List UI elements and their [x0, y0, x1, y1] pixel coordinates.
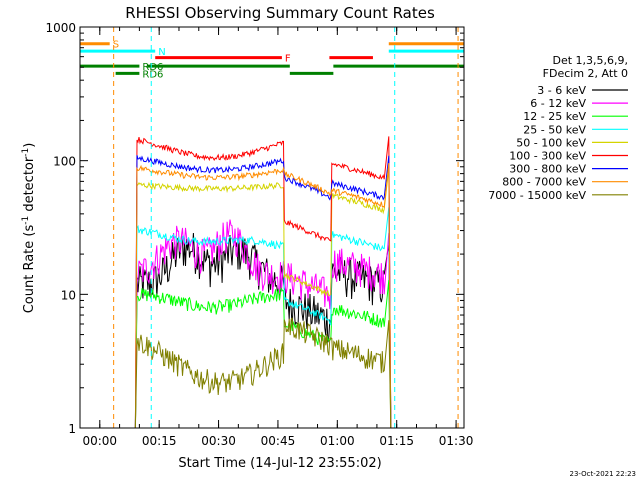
legend-label: 3 - 6 keV	[537, 84, 586, 97]
status-segment-label: RD6	[142, 69, 163, 80]
y-tick-label: 1000	[45, 21, 76, 35]
svg-text:Count Rate (s-1 detector-1): Count Rate (s-1 detector-1)	[21, 143, 37, 314]
x-tick-label: 01:30	[439, 434, 474, 448]
chart-title: RHESSI Observing Summary Count Rates	[125, 4, 435, 22]
status-segment-label: N	[158, 47, 165, 58]
x-tick-label: 00:30	[201, 434, 236, 448]
y-tick-label: 100	[53, 155, 76, 169]
y-tick-label: 10	[61, 288, 76, 302]
x-tick-label: 01:00	[320, 434, 355, 448]
series-line-100-300keV	[134, 136, 392, 429]
legend-header: FDecim 2, Att 0	[543, 67, 628, 80]
series-line-25-50keV	[134, 207, 392, 429]
legend-label: 12 - 25 keV	[523, 110, 586, 123]
plot-area: SNFRD6RD6	[80, 27, 464, 429]
x-tick-label: 01:15	[379, 434, 414, 448]
legend-label: 300 - 800 keV	[509, 163, 586, 176]
status-segment-label: S	[113, 40, 119, 51]
legend-header: Det 1,3,5,6,9,	[552, 54, 628, 67]
legend-label: 50 - 100 keV	[516, 136, 586, 149]
series-line-300-800keV	[134, 155, 392, 429]
series-line-7000-15000keV	[134, 317, 392, 429]
legend-label: 25 - 50 keV	[523, 123, 586, 136]
legend-label: 800 - 7000 keV	[502, 176, 586, 189]
series-line-50-100keV	[134, 168, 392, 429]
series-line-12-25keV	[134, 279, 392, 429]
series-line-6-12keV	[134, 219, 392, 429]
legend-label: 100 - 300 keV	[509, 150, 586, 163]
y-axis-label: Count Rate (s-1 detector-1)	[21, 143, 37, 314]
x-axis-label: Start Time (14-Jul-12 23:55:02)	[178, 456, 381, 471]
status-segment-label: F	[285, 54, 291, 65]
x-tick-label: 00:15	[142, 434, 177, 448]
y-tick-label: 1	[68, 422, 76, 436]
legend: Det 1,3,5,6,9,FDecim 2, Att 0 3 - 6 keV6 …	[488, 54, 628, 202]
axes: 1 10 100 1000 00:00 00:15 00:30 00:45 01:00 01:15…	[45, 21, 473, 448]
series-line-800-7000keV	[134, 162, 392, 429]
x-tick-label: 00:00	[82, 434, 117, 448]
x-tick-label: 00:45	[261, 434, 296, 448]
plot-frame	[79, 26, 465, 429]
legend-label: 7000 - 15000 keV	[488, 189, 586, 202]
legend-label: 6 - 12 keV	[530, 97, 586, 110]
timestamp: 23-Oct-2021 22:23	[570, 470, 636, 478]
